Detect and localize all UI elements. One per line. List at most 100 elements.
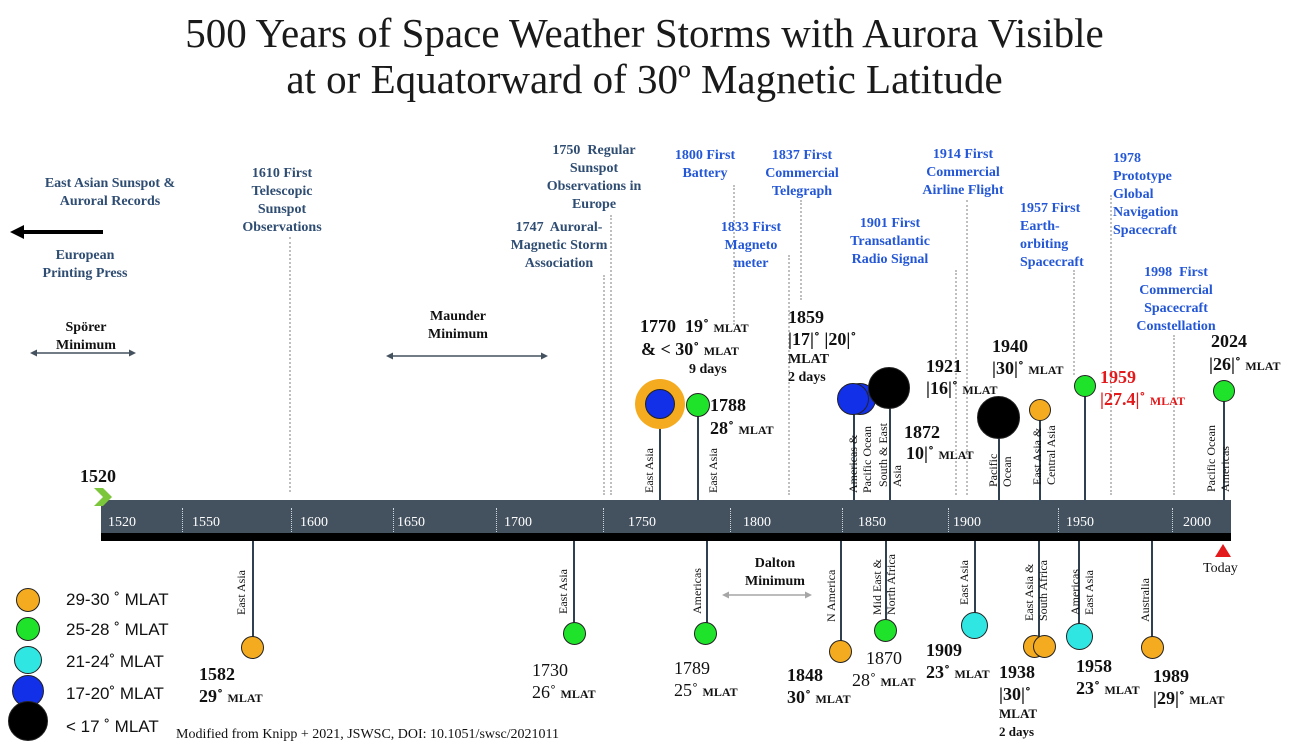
event-1848-region: N America: [824, 569, 838, 622]
tick-label: 1520: [108, 515, 136, 530]
event-1959-marker[interactable]: [1074, 375, 1096, 397]
legend-label-21-24: 21-24˚ MLAT: [66, 652, 164, 671]
milestone-1800-battery: 1800 First Battery: [674, 148, 736, 181]
tick-separator: [730, 508, 731, 532]
event-1940-mlat: |30|˚ MLAT: [992, 358, 1064, 378]
event-1770-duration: 9 days: [689, 362, 727, 377]
event-1938-region: East Asia & South Africa: [1022, 560, 1050, 621]
tick-separator: [1058, 508, 1059, 532]
legend-label-29-30: 29-30 ˚ MLAT: [66, 590, 169, 609]
event-1872-marker[interactable]: [868, 367, 910, 409]
event-1859-sub: MLAT: [788, 352, 829, 367]
event-1938-year: 1938: [999, 662, 1035, 682]
tick-label: 1550: [192, 515, 220, 530]
milestone-leader: [955, 270, 957, 495]
timeline-start-label: 1520: [80, 466, 116, 486]
event-1770-marker[interactable]: [645, 389, 675, 419]
dalton-minimum-label: Dalton Minimum: [745, 556, 805, 589]
event-1909-region: East Asia: [957, 560, 971, 605]
event-1870-region: Mid East & North Africa: [870, 554, 898, 615]
event-stem: [252, 541, 254, 638]
left-arrow-icon: [10, 225, 103, 239]
event-1770-region: East Asia: [642, 448, 656, 493]
event-1582-mlat: 29˚ MLAT: [199, 686, 263, 706]
maunder-minimum-arrow-icon: [386, 352, 548, 360]
tick-separator: [948, 508, 949, 532]
event-1921-year: 1921: [926, 356, 962, 376]
event-1788-region: East Asia: [706, 448, 720, 493]
tick-separator: [603, 508, 604, 532]
event-1788-mlat: 28˚ MLAT: [710, 418, 774, 438]
milestone-1610-telescopic: 1610 First Telescopic Sunspot Observatio…: [242, 166, 322, 235]
milestone-1750-sunspot: 1750 Regular Sunspot Observations in Eur…: [546, 143, 642, 212]
event-stem: [1038, 541, 1040, 638]
event-1848-mlat: 30˚ MLAT: [787, 687, 851, 707]
event-stem: [840, 541, 842, 641]
event-1582-marker[interactable]: [241, 636, 264, 659]
milestone-1914-airline: 1914 First Commercial Airline Flight: [922, 147, 1004, 198]
event-stem: [885, 541, 887, 621]
title-line-1: 500 Years of Space Weather Storms with A…: [185, 10, 1104, 56]
event-stem: [659, 403, 661, 500]
event-1789-region: Americas: [690, 568, 704, 614]
event-stem: [974, 541, 976, 616]
tick-separator: [496, 508, 497, 532]
event-stem: [1151, 541, 1153, 638]
event-1730-mlat: 26˚ MLAT: [532, 682, 596, 702]
event-1730-region: East Asia: [556, 569, 570, 614]
event-1870-marker[interactable]: [874, 619, 897, 642]
event-2024-marker[interactable]: [1213, 380, 1235, 402]
event-1959-mlat: |27.4|˚ MLAT: [1100, 389, 1186, 409]
event-1940-marker[interactable]: [1029, 399, 1051, 421]
milestone-leader: [603, 275, 605, 495]
event-1989-mlat: |29|˚ MLAT: [1153, 688, 1225, 708]
title-line-2: at or Equatorward of 30º Magnetic Latitu…: [286, 56, 1003, 102]
event-stem: [1084, 386, 1086, 500]
event-1872-region: South & East Asia: [876, 422, 904, 487]
event-stem: [1078, 541, 1080, 625]
event-1909-marker[interactable]: [961, 612, 988, 639]
event-1848-marker[interactable]: [829, 640, 852, 663]
start-chevron-icon: [94, 488, 112, 506]
milestone-leader: [800, 200, 802, 300]
tick-separator: [842, 508, 843, 532]
milestone-leader: [1173, 335, 1175, 495]
event-1788-marker[interactable]: [686, 393, 710, 417]
tick-label: 2000: [1183, 515, 1211, 530]
tick-label: 1650: [397, 515, 425, 530]
tick-separator: [291, 508, 292, 532]
today-marker-icon: [1215, 544, 1231, 557]
today-label: Today: [1203, 561, 1238, 576]
milestone-1998-constellation: 1998 First Commercial Spacecraft Constel…: [1136, 265, 1216, 334]
event-1989-marker[interactable]: [1141, 636, 1164, 659]
tick-label: 1700: [504, 515, 532, 530]
milestone-1747-association: 1747 Auroral- Magnetic Storm Association: [510, 220, 608, 271]
milestone-leader: [289, 237, 291, 492]
milestone-leader: [1073, 270, 1075, 375]
legend-label-17-20: 17-20˚ MLAT: [66, 684, 164, 703]
event-2024-mlat: |26|˚ MLAT: [1209, 354, 1281, 374]
event-1872-mlat: 10|˚ MLAT: [906, 443, 974, 463]
event-1848-year: 1848: [787, 665, 823, 685]
event-2024-region: Pacific Ocean Americas: [1204, 425, 1232, 492]
event-1909-mlat: 23˚ MLAT: [926, 662, 990, 682]
event-1730-marker[interactable]: [563, 622, 586, 645]
event-1859-year: 1859: [788, 307, 824, 327]
event-1870-mlat: 28˚ MLAT: [852, 670, 916, 690]
event-1870-year: 1870: [866, 648, 902, 668]
source-credit: Modified from Knipp + 2021, JSWSC, DOI: …: [176, 727, 560, 742]
milestone-leader: [1110, 195, 1112, 495]
event-1789-year: 1789: [674, 658, 710, 678]
event-1789-marker[interactable]: [694, 622, 717, 645]
event-1859-marker-a[interactable]: [837, 383, 869, 415]
event-1582-year: 1582: [199, 664, 235, 684]
milestone-leader: [788, 255, 790, 495]
event-1938-marker-b[interactable]: [1033, 635, 1056, 658]
event-1938-mlat: |30|˚: [999, 684, 1031, 704]
sporer-minimum-arrow-icon: [30, 349, 136, 357]
event-1958-marker[interactable]: [1066, 623, 1093, 650]
event-1921-marker[interactable]: [977, 396, 1020, 439]
legend-swatch-25-28: [16, 617, 40, 641]
event-1958-mlat: 23˚ MLAT: [1076, 678, 1140, 698]
